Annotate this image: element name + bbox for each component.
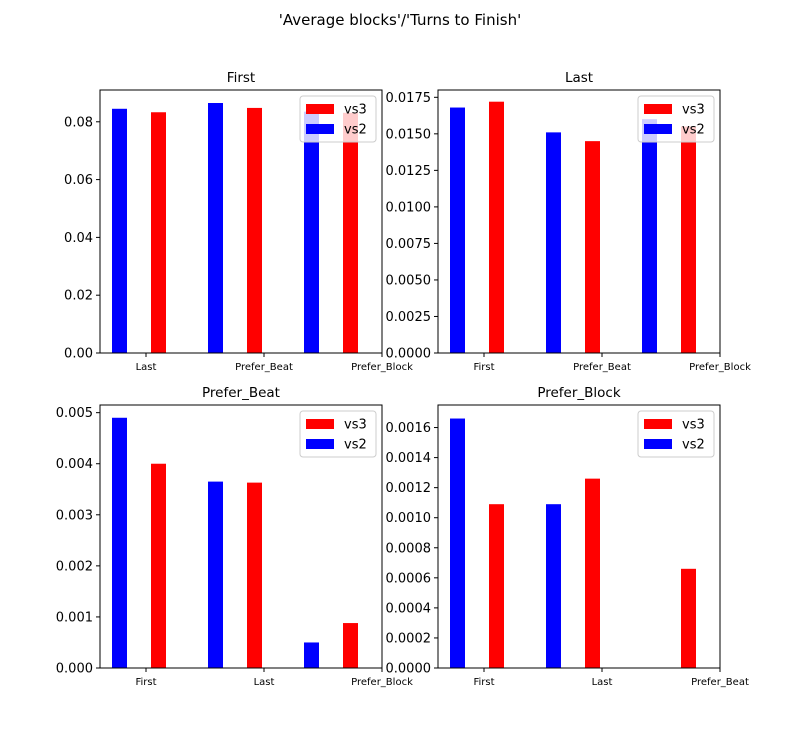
y-tick-label: 0.00 (64, 347, 93, 362)
bar-vs3-First (151, 463, 166, 668)
x-tick-label: First (473, 677, 494, 688)
y-tick-label: 0.0012 (386, 481, 432, 496)
y-tick-label: 0.0016 (386, 421, 432, 436)
y-tick-label: 0.02 (64, 289, 93, 304)
legend-swatch-vs3 (644, 419, 672, 429)
y-tick-label: 0.04 (64, 231, 93, 246)
legend-label-vs3: vs3 (344, 103, 367, 118)
bar-vs3-First (489, 101, 504, 353)
x-tick-label: Last (136, 362, 157, 373)
bar-vs3-Prefer_Block (343, 112, 358, 353)
y-tick-label: 0.0000 (386, 347, 432, 362)
bar-vs3-Prefer_Block (343, 623, 358, 668)
subplot-title: First (227, 70, 255, 86)
legend-swatch-vs3 (644, 104, 672, 114)
bar-vs3-Last (247, 482, 262, 668)
y-tick-label: 0.0075 (386, 237, 432, 252)
y-tick-label: 0.005 (56, 406, 93, 421)
bar-vs2-First (450, 107, 465, 354)
y-tick-label: 0.0175 (386, 91, 432, 106)
bar-vs2-First (450, 418, 465, 668)
y-tick-label: 0.0002 (386, 631, 432, 646)
y-tick-label: 0.0008 (386, 541, 432, 556)
bar-vs2-Last (112, 108, 127, 354)
x-tick-label: First (473, 362, 494, 373)
y-tick-label: 0.002 (56, 559, 93, 574)
bar-vs3-Prefer_Beat (247, 107, 262, 354)
legend-label-vs2: vs2 (682, 438, 705, 453)
legend-swatch-vs2 (644, 124, 672, 134)
bar-vs3-Prefer_Beat (681, 568, 696, 668)
bar-vs3-Prefer_Block (681, 126, 696, 354)
y-tick-label: 0.0125 (386, 164, 432, 179)
bar-vs2-First (112, 417, 127, 668)
subplot-1: 0.00 0.02 0.04 0.06 0.08 Last Prefer_Beat Prefe… (64, 70, 413, 373)
bar-vs3-Last (585, 478, 600, 668)
subplot-title: Last (565, 70, 593, 86)
x-tick-label: Prefer_Block (351, 362, 413, 373)
y-tick-label: 0.0100 (386, 200, 432, 215)
subplot-2: 0.0000 0.0025 0.0050 0.0075 0.0100 0.0125 0.01… (386, 70, 752, 373)
y-tick-label: 0.08 (64, 115, 93, 130)
bar-vs2-Last (546, 504, 561, 668)
axes-frame (437, 89, 721, 354)
legend-swatch-vs2 (306, 439, 334, 449)
x-tick-label: Prefer_Beat (691, 677, 749, 688)
legend-swatch-vs2 (306, 124, 334, 134)
subplot-title: Prefer_Beat (202, 385, 280, 401)
x-tick-label: Last (592, 677, 613, 688)
legend-label-vs2: vs2 (344, 438, 367, 453)
y-tick-label: 0.003 (56, 508, 93, 523)
legend-swatch-vs3 (306, 419, 334, 429)
y-tick-label: 0.0025 (386, 310, 432, 325)
axes-frame (99, 89, 383, 354)
legend-label-vs3: vs3 (682, 103, 705, 118)
x-tick-label: First (135, 677, 156, 688)
legend-label-vs3: vs3 (682, 418, 705, 433)
bar-vs2-Prefer_Block (304, 642, 319, 668)
bar-vs3-Prefer_Beat (585, 141, 600, 353)
bar-vs3-First (489, 504, 504, 668)
x-tick-label: Prefer_Block (689, 362, 751, 373)
y-tick-label: 0.0014 (386, 451, 432, 466)
x-tick-label: Last (254, 677, 275, 688)
legend-label-vs3: vs3 (344, 418, 367, 433)
y-tick-label: 0.0006 (386, 571, 432, 586)
x-tick-label: Prefer_Block (351, 677, 413, 688)
subplot-title: Prefer_Block (537, 385, 621, 401)
legend-label-vs2: vs2 (344, 123, 367, 138)
bar-vs2-Prefer_Beat (208, 103, 223, 353)
bar-vs2-Prefer_Block (642, 119, 657, 353)
bar-vs3-Last (151, 112, 166, 353)
axes-frame (437, 404, 721, 669)
y-tick-label: 0.001 (56, 610, 93, 625)
y-tick-label: 0.0050 (386, 273, 432, 288)
figure-title: 'Average blocks'/'Turns to Finish' (278, 11, 522, 29)
y-tick-label: 0.0004 (386, 601, 432, 616)
legend-swatch-vs3 (306, 104, 334, 114)
bar-vs2-Prefer_Beat (546, 132, 561, 353)
subplot-4: 0.0000 0.0002 0.0004 0.0006 0.0008 0.0010 0.00… (386, 385, 749, 688)
legend-swatch-vs2 (644, 439, 672, 449)
bar-vs2-Prefer_Block (304, 111, 319, 353)
subplot-3: 0.000 0.001 0.002 0.003 0.004 0.005 First Last P… (56, 385, 413, 688)
y-tick-label: 0.004 (56, 457, 93, 472)
x-tick-label: Prefer_Beat (573, 362, 631, 373)
y-tick-label: 0.000 (56, 662, 93, 677)
y-tick-label: 0.0000 (386, 662, 432, 677)
x-tick-label: Prefer_Beat (235, 362, 293, 373)
legend-label-vs2: vs2 (682, 123, 705, 138)
y-tick-label: 0.0010 (386, 511, 432, 526)
y-tick-label: 0.0150 (386, 127, 432, 142)
y-tick-label: 0.06 (64, 173, 93, 188)
axes-frame (99, 404, 383, 669)
bar-vs2-Last (208, 481, 223, 668)
